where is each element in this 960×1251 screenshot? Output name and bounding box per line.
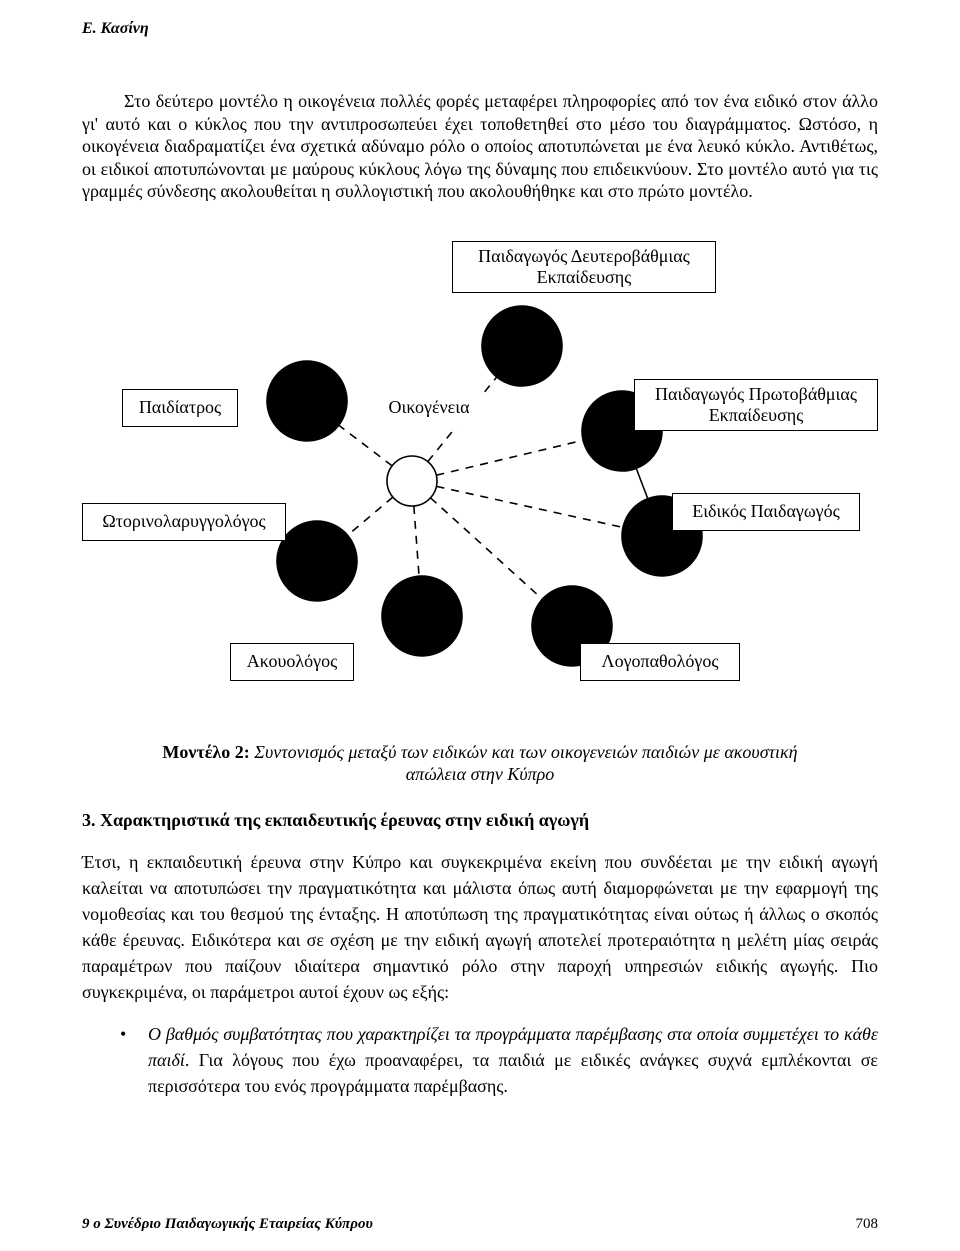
figure-caption-rest-2: απώλεια στην Κύπρο (406, 764, 555, 784)
diagram-edge (339, 425, 392, 466)
bullet-item-1-normal: . Για λόγους που έχω προαναφέρει, τα παι… (148, 1050, 878, 1096)
footer-conference: 9 ο Συνέδριο Παιδαγωγικής Εταιρείας Κύπρ… (82, 1216, 373, 1233)
section-heading: 3. Χαρακτηριστικά της εκπαιδευτικής έρευ… (82, 810, 878, 831)
diagram-node-audiologist (382, 576, 462, 656)
page-footer: 9 ο Συνέδριο Παιδαγωγικής Εταιρείας Κύπρ… (82, 1216, 878, 1233)
label-secondary-education-text: Παιδαγωγός Δευτεροβάθμιας Εκπαίδευσης (478, 246, 690, 287)
label-audiologist: Ακουολόγος (230, 643, 354, 681)
body-paragraph-2: Έτσι, η εκπαιδευτική έρευνα στην Κύπρο κ… (82, 849, 878, 1006)
label-primary-education: Παιδαγωγός Πρωτοβάθμιας Εκπαίδευσης (634, 379, 878, 431)
diagram-node-family (387, 456, 437, 506)
body-paragraph-1: Στο δεύτερο μοντέλο η οικογένεια πολλές … (82, 90, 878, 203)
page-header-author: Ε. Κασίνη (82, 20, 878, 38)
label-special-educator: Ειδικός Παιδαγωγός (672, 493, 860, 531)
diagram-node-ent (277, 521, 357, 601)
diagram-edge (414, 505, 419, 575)
bullet-item-1: Ο βαθμός συμβατότητας που χαρακτηρίζει τ… (148, 1021, 878, 1099)
label-ent: Ωτορινολαρυγγολόγος (82, 503, 286, 541)
diagram-edge (636, 468, 648, 498)
footer-page-number: 708 (856, 1216, 879, 1233)
label-speech-pathologist: Λογοπαθολόγος (580, 643, 740, 681)
diagram-edge (436, 440, 583, 475)
figure-caption: Μοντέλο 2: Συντονισμός μεταξύ των ειδικώ… (82, 741, 878, 786)
diagram-node-pediatrician (267, 361, 347, 441)
network-diagram: Παιδαγωγός Δευτεροβάθμιας Εκπαίδευσης Πα… (82, 231, 878, 711)
diagram-edge (436, 486, 623, 527)
diagram-node-secondary_edu (482, 306, 562, 386)
diagram-edge (348, 497, 393, 535)
label-family: Οικογένεια (374, 389, 484, 427)
label-primary-education-text: Παιδαγωγός Πρωτοβάθμιας Εκπαίδευσης (655, 384, 857, 425)
bullet-list: Ο βαθμός συμβατότητας που χαρακτηρίζει τ… (82, 1021, 878, 1099)
figure-caption-rest-1: Συντονισμός μεταξύ των ειδικών και των ο… (250, 742, 798, 762)
network-diagram-svg (82, 231, 878, 711)
diagram-edge (431, 497, 543, 598)
body-paragraph-1-text: Στο δεύτερο μοντέλο η οικογένεια πολλές … (82, 91, 878, 201)
figure-caption-lead: Μοντέλο 2: (162, 742, 249, 762)
label-secondary-education: Παιδαγωγός Δευτεροβάθμιας Εκπαίδευσης (452, 241, 716, 293)
page-container: Ε. Κασίνη Στο δεύτερο μοντέλο η οικογένε… (0, 0, 960, 1251)
label-pediatrician: Παιδίατρος (122, 389, 238, 427)
